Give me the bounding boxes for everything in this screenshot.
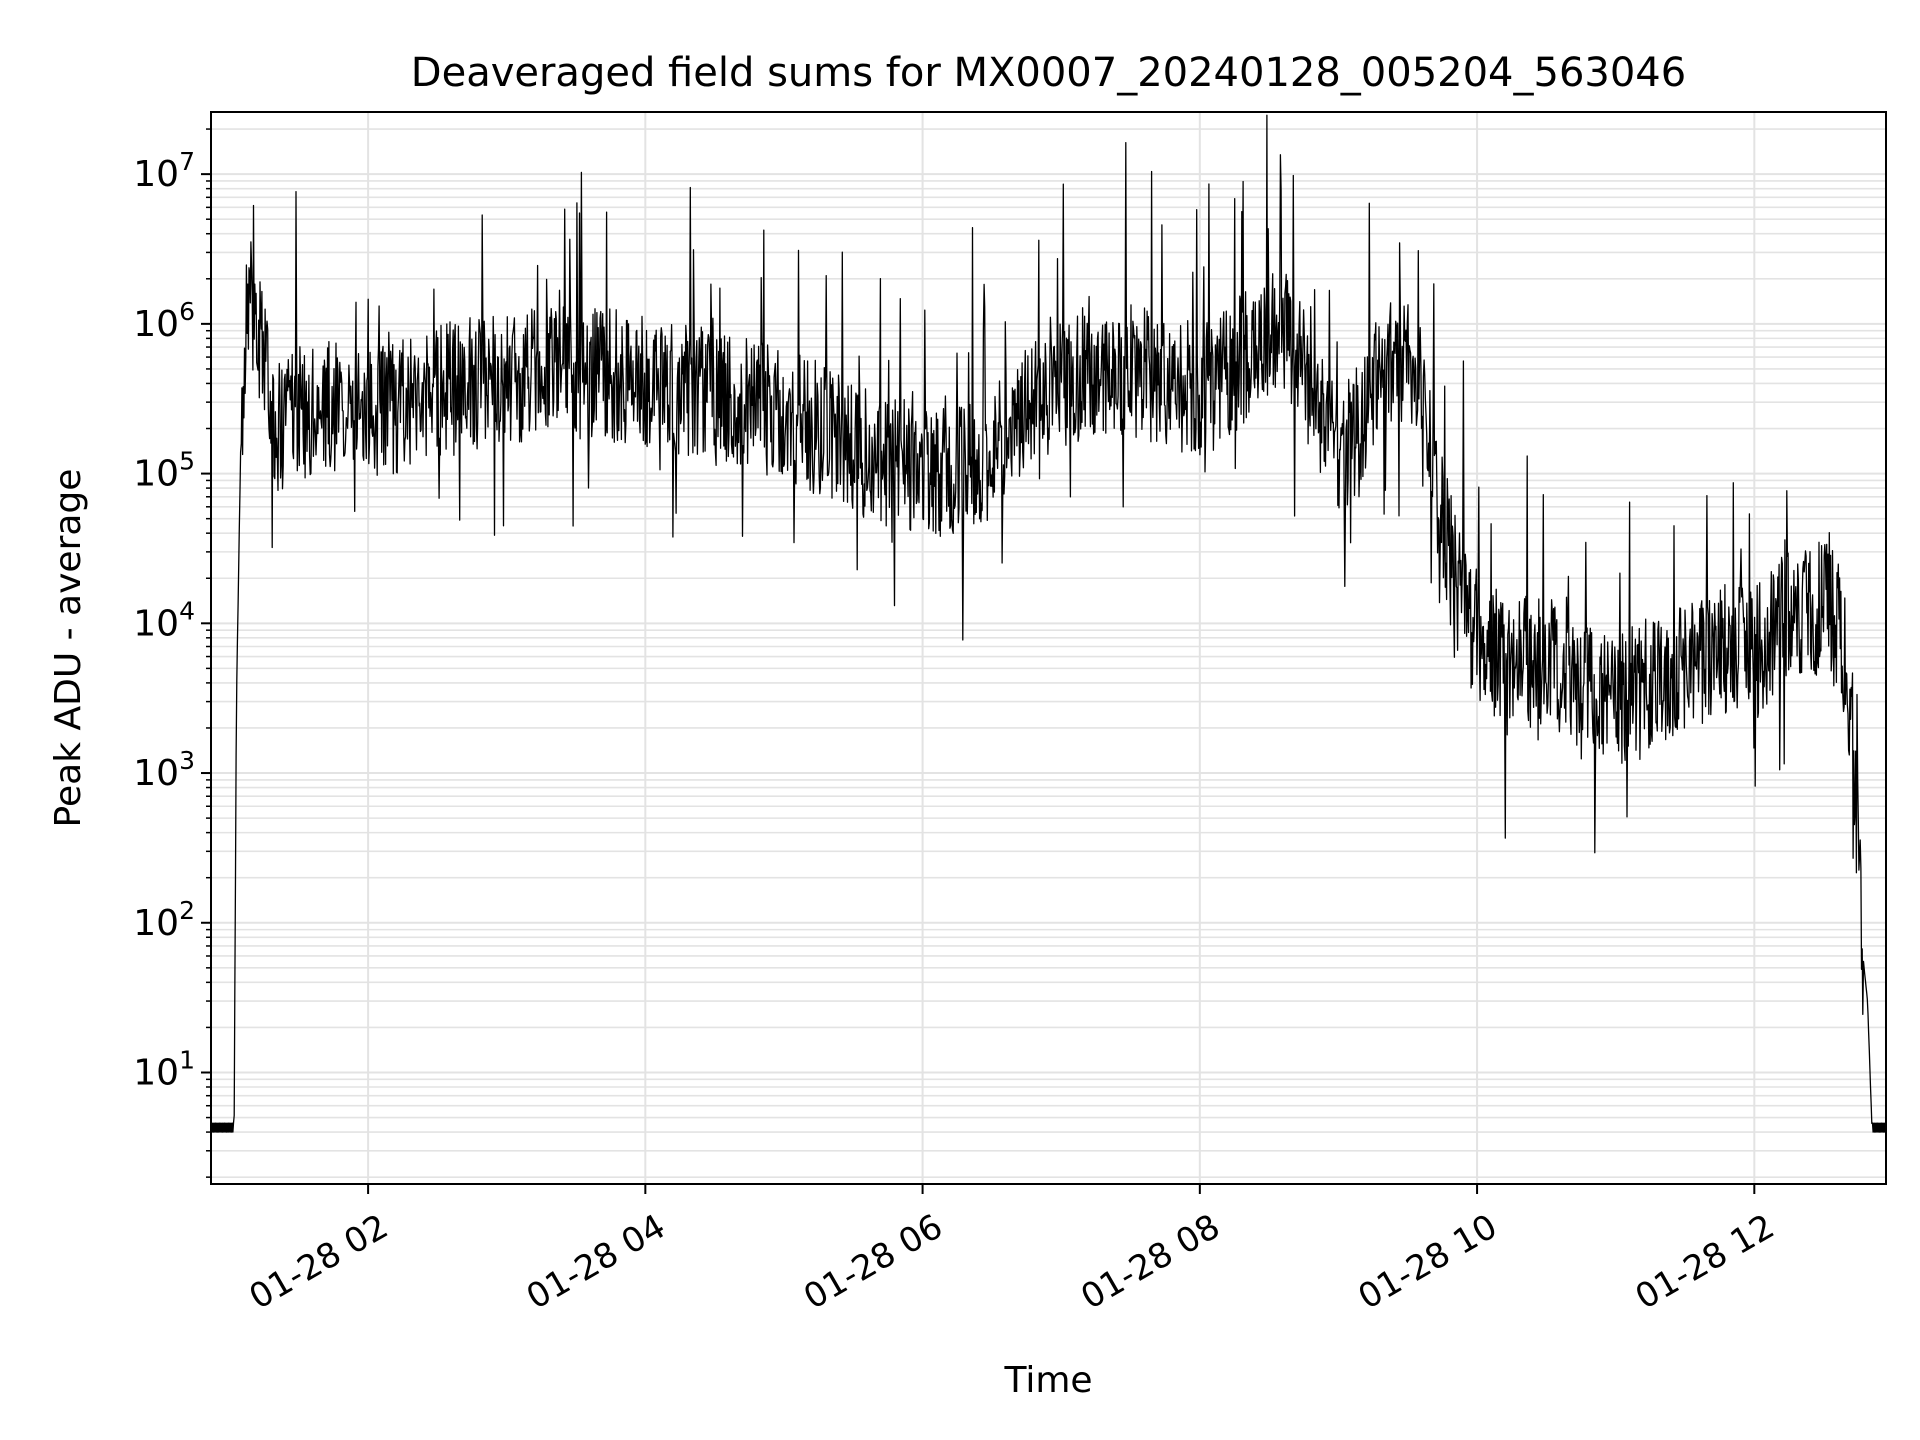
plot-frame bbox=[210, 111, 1887, 1185]
chart-title: Deaveraged field sums for MX0007_2024012… bbox=[411, 50, 1686, 96]
grid bbox=[211, 112, 1886, 1184]
y-tick-label: 104 bbox=[133, 596, 195, 644]
y-tick-label: 102 bbox=[133, 896, 195, 944]
y-tick-label: 103 bbox=[133, 746, 195, 794]
y-axis-label: Peak ADU - average bbox=[48, 469, 89, 828]
y-tick-label: 107 bbox=[133, 147, 195, 195]
y-tick-label: 105 bbox=[133, 447, 195, 495]
y-tick-label: 101 bbox=[133, 1045, 195, 1093]
x-axis-label: Time bbox=[1003, 1360, 1092, 1401]
series-line bbox=[210, 114, 1887, 1133]
y-tick-label: 106 bbox=[133, 297, 195, 345]
